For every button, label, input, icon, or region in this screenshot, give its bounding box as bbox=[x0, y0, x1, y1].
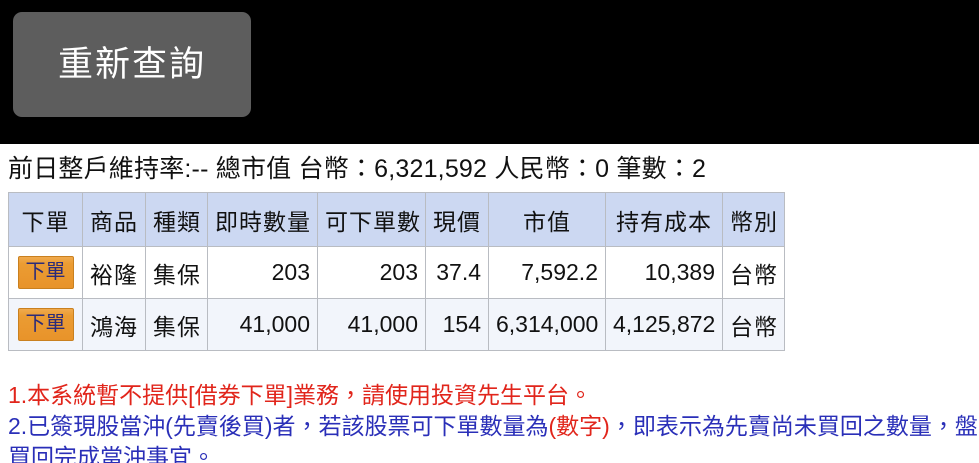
column-header-currency: 幣別 bbox=[722, 192, 785, 247]
record-count-value: 2 bbox=[692, 155, 707, 183]
column-header-quantity: 即時數量 bbox=[207, 192, 318, 247]
column-header-type: 種類 bbox=[145, 192, 208, 247]
column-header-price: 現價 bbox=[425, 192, 489, 247]
account-summary-line: 前日整戶維持率:-- 總市值 台幣：6,321,592 人民幣：0 筆數：2 bbox=[8, 152, 968, 186]
total-market-value-cny: 0 bbox=[595, 155, 610, 183]
cell-currency: 台幣 bbox=[722, 246, 785, 299]
maintenance-rate-label: 前日整戶維持率:-- bbox=[8, 155, 209, 183]
cell-type: 集保 bbox=[145, 298, 208, 351]
total-market-value-twd: 6,321,592 bbox=[374, 155, 488, 183]
holdings-table: 下單 商品 種類 即時數量 可下單數 現價 市值 持有成本 幣別 下單 裕隆 bbox=[8, 192, 785, 351]
cell-quantity: 41,000 bbox=[207, 298, 318, 351]
cell-cost: 4,125,872 bbox=[605, 298, 723, 351]
order-button[interactable]: 下單 bbox=[17, 308, 74, 341]
table-header-row: 下單 商品 種類 即時數量 可下單數 現價 市值 持有成本 幣別 bbox=[8, 192, 785, 247]
column-header-action: 下單 bbox=[8, 192, 83, 247]
table-row: 下單 裕隆 集保 203 203 37.4 7,592.2 10,389 台幣 bbox=[8, 246, 785, 299]
cell-price: 154 bbox=[425, 298, 489, 351]
cell-quantity: 203 bbox=[207, 246, 318, 299]
top-black-bar: 重新查詢 bbox=[0, 0, 979, 144]
note-2-part-2: ，即表示為先賣尚未買回之數量，盤 bbox=[609, 413, 978, 439]
requery-button[interactable]: 重新查詢 bbox=[13, 12, 251, 117]
spacer-1 bbox=[209, 155, 216, 183]
column-header-market-value: 市值 bbox=[488, 192, 606, 247]
note-2-part-1: 2.已簽現股當沖(先賣後買)者，若該股票可下單數量為 bbox=[8, 413, 549, 439]
table-row: 下單 鴻海 集保 41,000 41,000 154 6,314,000 4,1… bbox=[8, 298, 785, 351]
note-1: 1.本系統暫不提供[借券下單]業務，請使用投資先生平台。 bbox=[8, 382, 592, 408]
column-header-product: 商品 bbox=[82, 192, 146, 247]
cell-type: 集保 bbox=[145, 246, 208, 299]
cell-currency: 台幣 bbox=[722, 298, 785, 351]
note-2: 2.已簽現股當沖(先賣後買)者，若該股票可下單數量為(數字)，即表示為先賣尚未買… bbox=[8, 411, 979, 442]
cell-available: 203 bbox=[317, 246, 426, 299]
order-button[interactable]: 下單 bbox=[17, 256, 74, 289]
column-header-cost: 持有成本 bbox=[605, 192, 723, 247]
cell-action: 下單 bbox=[8, 298, 83, 351]
record-count-label: 筆數： bbox=[616, 155, 692, 183]
holdings-table-container: 下單 商品 種類 即時數量 可下單數 現價 市值 持有成本 幣別 下單 裕隆 bbox=[8, 192, 785, 351]
total-market-value-cny-label: 人民幣： bbox=[494, 155, 596, 183]
cell-market-value: 6,314,000 bbox=[488, 298, 606, 351]
cell-available: 41,000 bbox=[317, 298, 426, 351]
cell-action: 下單 bbox=[8, 246, 83, 299]
cell-price: 37.4 bbox=[425, 246, 489, 299]
cell-product-name[interactable]: 裕隆 bbox=[82, 246, 146, 299]
cell-cost: 10,389 bbox=[605, 246, 723, 299]
footer-notes: 1.本系統暫不提供[借券下單]業務，請使用投資先生平台。 2.已簽現股當沖(先賣… bbox=[8, 380, 979, 463]
cell-product-name[interactable]: 鴻海 bbox=[82, 298, 146, 351]
total-market-value-label: 總市值 台幣： bbox=[215, 155, 375, 183]
cell-market-value: 7,592.2 bbox=[488, 246, 606, 299]
note-2-highlight: (數字) bbox=[548, 413, 610, 439]
note-2-continuation: 買回完成當沖事宜。 bbox=[8, 444, 215, 463]
column-header-available: 可下單數 bbox=[317, 192, 426, 247]
